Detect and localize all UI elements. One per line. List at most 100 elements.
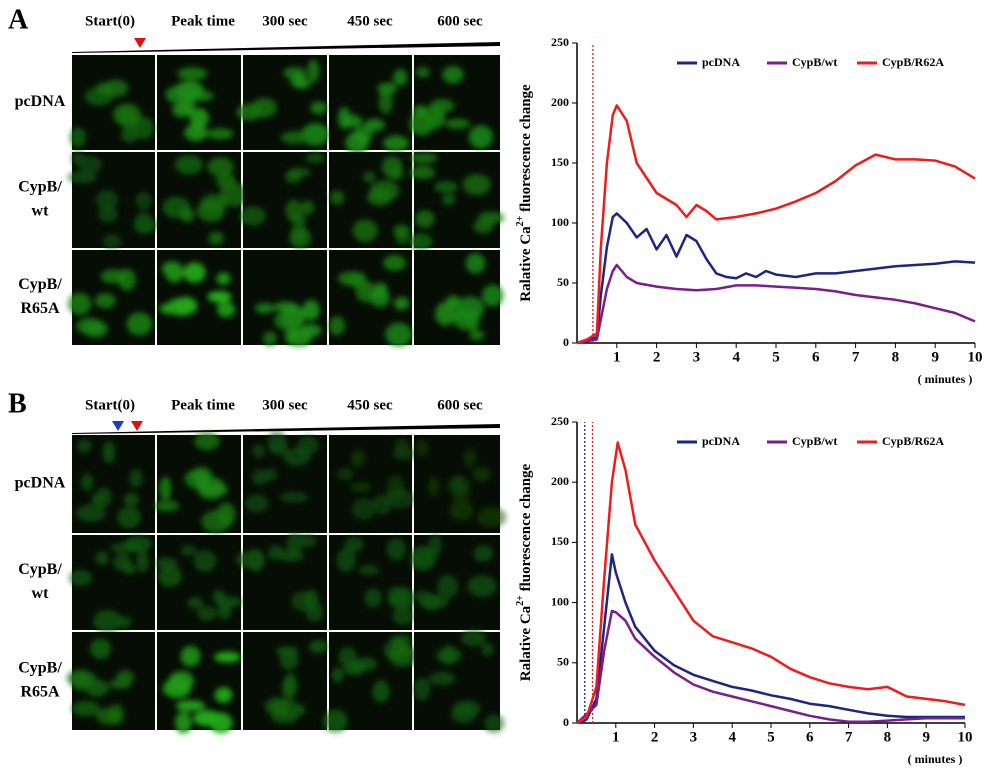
cell <box>113 553 132 571</box>
cell <box>77 439 92 453</box>
cell <box>102 440 116 464</box>
cell <box>96 707 122 725</box>
cell <box>307 59 320 83</box>
cell <box>434 181 458 193</box>
legend-label: CypB/R62A <box>882 434 944 448</box>
cells <box>162 645 241 734</box>
row-label-bg <box>0 250 72 345</box>
y-tick-label: 0 <box>563 335 569 349</box>
cell <box>473 219 494 234</box>
cell <box>193 550 217 572</box>
x-tick-label: 6 <box>812 349 820 365</box>
x-tick-label: 2 <box>651 729 659 745</box>
cell <box>290 73 307 89</box>
cell <box>337 271 364 286</box>
row-label: CypB/ <box>18 561 62 578</box>
cell <box>447 476 471 494</box>
y-tick-label: 100 <box>551 215 569 229</box>
y-axis-label-part: fluorescence change <box>518 84 534 216</box>
cells <box>329 156 411 246</box>
cell <box>177 67 208 81</box>
cell <box>378 90 393 114</box>
cell <box>351 498 376 520</box>
cell <box>196 606 217 622</box>
cell <box>383 255 407 272</box>
cell <box>336 468 354 481</box>
cell <box>216 301 236 318</box>
cell <box>409 165 436 180</box>
cell <box>419 595 449 609</box>
cell <box>415 66 430 78</box>
y-tick-label: 0 <box>563 715 569 729</box>
cell <box>251 97 277 118</box>
y-tick-label: 50 <box>557 655 569 669</box>
cell <box>304 589 319 609</box>
cell <box>442 65 464 84</box>
micrograph <box>243 152 327 248</box>
cell <box>345 131 369 154</box>
cell <box>183 262 206 283</box>
cells <box>68 268 153 338</box>
cell <box>174 154 203 175</box>
row-label: wt <box>32 203 50 220</box>
cell <box>465 252 486 274</box>
column-label: 600 sec <box>437 13 483 29</box>
cell <box>477 507 507 528</box>
y-tick-label: 250 <box>551 414 569 428</box>
cell <box>388 589 416 610</box>
x-tick-label: 2 <box>653 349 661 365</box>
column-label: Start(0) <box>85 397 135 413</box>
cell <box>338 646 357 667</box>
cell <box>285 199 302 223</box>
cell <box>393 224 411 238</box>
cells <box>239 152 325 249</box>
cell <box>119 615 132 629</box>
cell <box>428 534 442 557</box>
row-label: R65A <box>20 684 60 701</box>
start-marker <box>131 421 143 431</box>
x-axis-label: ( minutes ) <box>918 372 973 386</box>
cell <box>244 494 269 513</box>
cells <box>165 67 234 142</box>
cell <box>252 444 266 459</box>
row-label: R65A <box>20 300 60 317</box>
cell <box>350 449 366 467</box>
cell <box>352 657 378 671</box>
panel-letter: B <box>8 388 27 419</box>
cell <box>180 645 201 667</box>
cell <box>451 309 480 323</box>
cell <box>372 680 390 703</box>
cell <box>409 233 433 250</box>
cell <box>469 329 485 341</box>
cell <box>136 550 149 573</box>
cell <box>429 671 456 686</box>
x-tick-label: 4 <box>732 349 740 365</box>
row-label: wt <box>32 585 50 602</box>
cell <box>323 709 348 733</box>
cell <box>435 301 456 326</box>
cell <box>267 545 284 561</box>
cell <box>467 575 497 598</box>
cell <box>90 638 112 659</box>
cell <box>424 105 446 129</box>
cells <box>409 152 505 250</box>
start-marker <box>134 38 146 48</box>
cell <box>300 200 315 216</box>
cell <box>370 180 400 201</box>
cell <box>175 711 192 734</box>
panel-letter: A <box>8 4 29 35</box>
column-label: 450 sec <box>347 397 393 413</box>
cell <box>390 634 412 646</box>
cell <box>98 206 118 223</box>
cell <box>310 101 328 115</box>
y-tick-label: 150 <box>551 155 569 169</box>
cells <box>409 65 494 149</box>
cell <box>175 700 206 712</box>
cell <box>336 548 356 573</box>
cell <box>385 322 413 347</box>
cell <box>442 193 456 206</box>
cell <box>174 296 198 315</box>
cell <box>463 448 477 469</box>
cell <box>207 157 234 177</box>
